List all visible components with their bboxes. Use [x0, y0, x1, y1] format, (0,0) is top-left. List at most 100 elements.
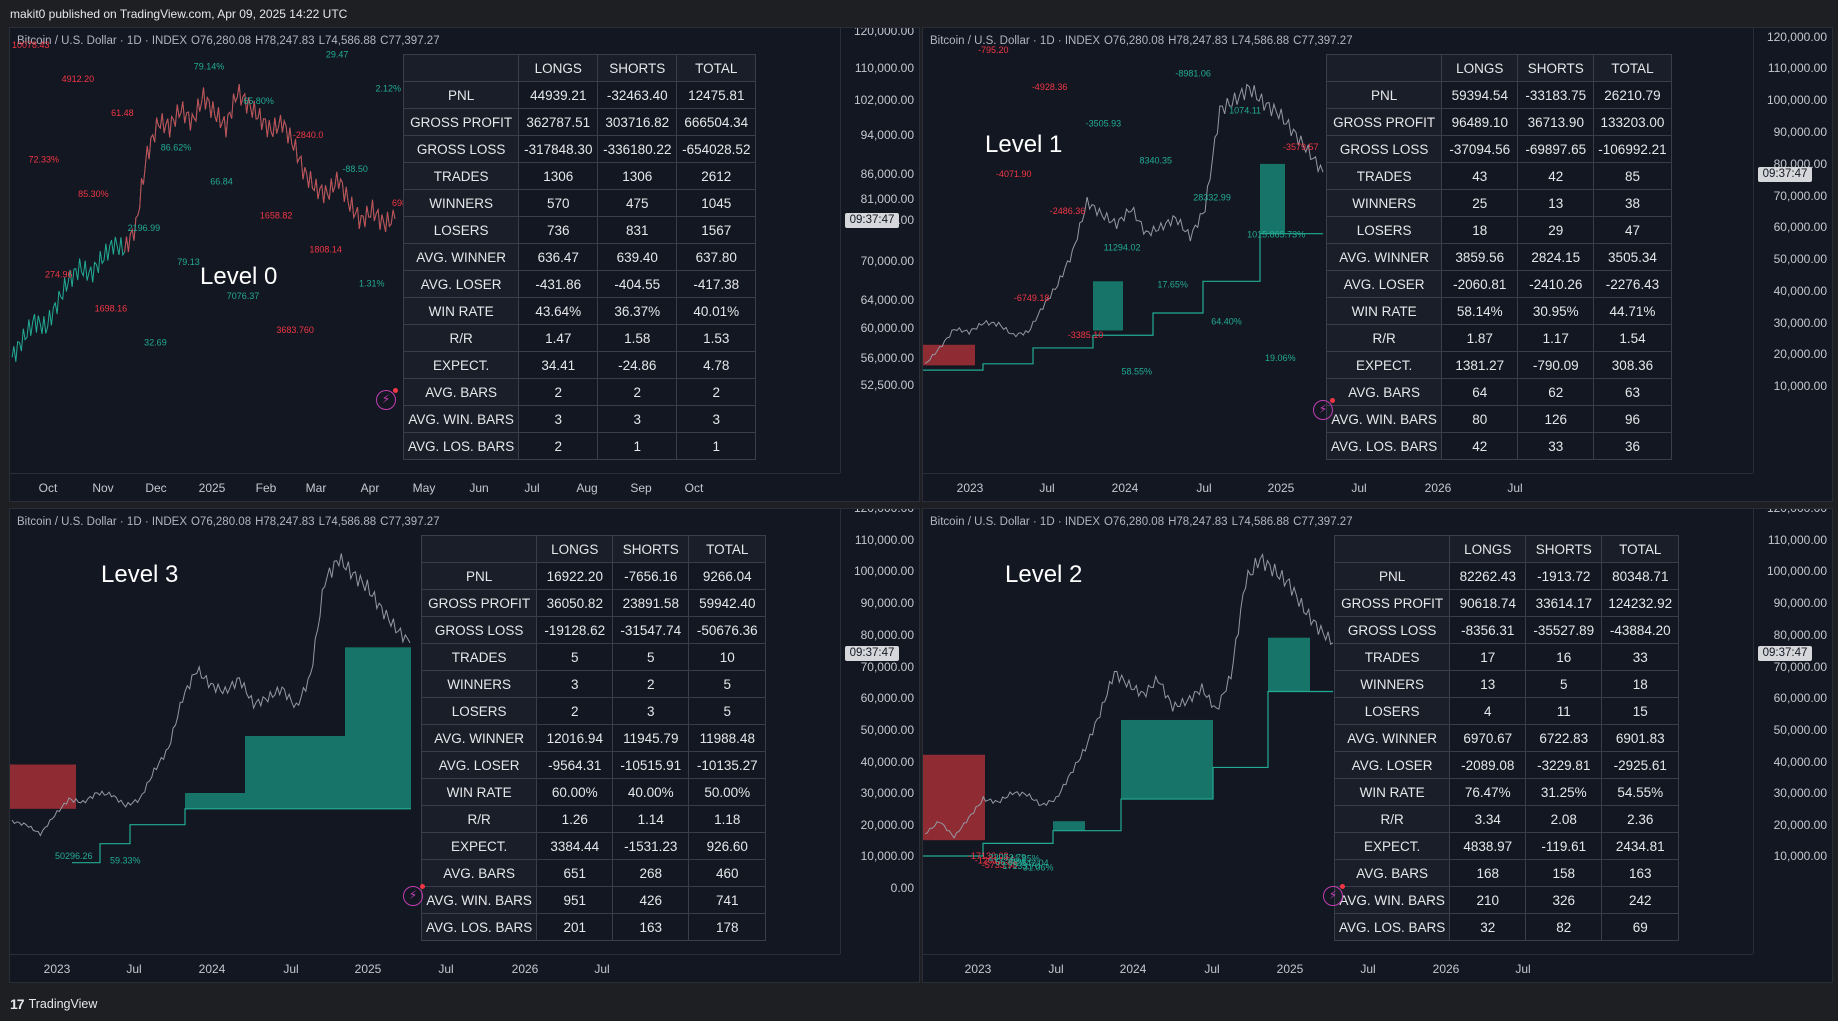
row-label: AVG. BARS [1333, 859, 1451, 887]
price-tick-label: 100,000.00 [1766, 93, 1827, 107]
price-tick-label: 100,000.00 [853, 564, 914, 578]
price-chart-canvas[interactable]: -17130.03-12012.56-5733.9823052.7956.68%… [923, 509, 1753, 954]
stat-value: -9564.31 [536, 751, 614, 779]
indicator-lightning-icon[interactable]: ⚡ [1313, 398, 1335, 420]
time-tick-label: Jul [126, 962, 142, 976]
table-row: AVG. LOSER -2060.81 -2410.26 -2276.43 [1325, 270, 1672, 298]
stat-value: 133203.00 [1593, 108, 1672, 136]
row-label: AVG. WINNER [420, 724, 538, 752]
trade-annotation: 17.65% [1157, 280, 1188, 290]
price-tick-label: 10,000.00 [1773, 849, 1827, 863]
tradingview-brand[interactable]: TradingView [28, 997, 98, 1011]
chart-panel-level-2[interactable]: Bitcoin / U.S. Dollar · 1D · INDEX O76,28… [922, 508, 1833, 983]
loss-zone-0 [10, 764, 76, 809]
row-label: AVG. WINNER [1325, 243, 1443, 271]
price-axis[interactable]: 120,000.00 110,000.00 100,000.00 90,000.00 8… [1753, 28, 1832, 473]
table-row: LOSERS 736 831 1567 [402, 216, 757, 244]
row-label: WINNERS [1333, 670, 1451, 698]
stat-value: 1 [676, 432, 757, 460]
stat-value: 1.17 [1517, 324, 1595, 352]
level-label: Level 0 [200, 263, 278, 290]
stat-value: 15 [1601, 697, 1680, 725]
chart-panel-level-3[interactable]: Bitcoin / U.S. Dollar · 1D · INDEX O76,28… [9, 508, 920, 983]
stat-value: 44.71% [1593, 297, 1672, 325]
price-axis[interactable]: 120,000.00 110,000.00 100,000.00 90,000.00 8… [840, 509, 919, 954]
symbol-name[interactable]: Bitcoin / U.S. Dollar · 1D · INDEX [930, 516, 1100, 528]
column-header: TOTAL [676, 54, 757, 82]
time-axis[interactable]: 2023 Jul 2024 Jul 2025 Jul 2026 Jul [10, 954, 840, 982]
stat-value: -43884.20 [1601, 616, 1680, 644]
table-row: WIN RATE 60.00% 40.00% 50.00% [420, 778, 767, 806]
time-axis[interactable]: 2023 Jul 2024 Jul 2025 Jul 2026 Jul [923, 473, 1753, 501]
price-tick-label: 80,000.00 [1773, 628, 1827, 642]
stat-value: 2 [612, 670, 690, 698]
price-axis[interactable]: 120,000.00 110,000.00 102,000.00 94,000.00 8… [840, 28, 919, 473]
stat-value: 85 [1593, 162, 1672, 190]
trade-annotation: -5733.98 [982, 860, 1018, 870]
ohlc-open: O76,280.08 [190, 35, 252, 47]
trade-annotation: 65.80% [243, 96, 274, 106]
price-tick-label: 20,000.00 [1773, 818, 1827, 832]
stat-value: -10515.91 [612, 751, 690, 779]
row-label: AVG. BARS [402, 378, 520, 406]
stat-value: 1381.27 [1441, 351, 1519, 379]
row-label: AVG. BARS [1325, 378, 1443, 406]
stat-value: -3229.81 [1525, 751, 1603, 779]
indicator-lightning-icon[interactable]: ⚡ [403, 884, 425, 906]
countdown-badge: 09:37:47 [1758, 167, 1812, 182]
table-row: TRADES 1306 1306 2612 [402, 162, 757, 190]
price-tick-label: 10,000.00 [1773, 379, 1827, 393]
backtest-stats-table: LONGS SHORTS TOTAL PNL 59394.54 -33183.75 2621… [1325, 54, 1672, 460]
stat-value: 43 [1441, 162, 1519, 190]
indicator-lightning-icon[interactable]: ⚡ [1323, 884, 1345, 906]
tradingview-logo-icon[interactable]: 17 [10, 996, 25, 1012]
table-row: R/R 3.34 2.08 2.36 [1333, 805, 1680, 833]
stat-value: -37094.56 [1441, 135, 1519, 163]
symbol-name[interactable]: Bitcoin / U.S. Dollar · 1D · INDEX [17, 35, 187, 47]
table-row: EXPECT. 1381.27 -790.09 308.36 [1325, 351, 1672, 379]
stat-value: 38 [1593, 189, 1672, 217]
symbol-name[interactable]: Bitcoin / U.S. Dollar · 1D · INDEX [17, 516, 187, 528]
stat-value: -35527.89 [1525, 616, 1603, 644]
time-axis[interactable]: Oct Nov Dec 2025 Feb Mar Apr May Jun Jul Aug Sep Oct [10, 473, 840, 501]
symbol-name[interactable]: Bitcoin / U.S. Dollar · 1D · INDEX [930, 35, 1100, 47]
trade-annotation: 1698.16 [95, 304, 128, 314]
price-chart-canvas[interactable]: -795.20 -4071.90 -6749.18 -4928.36 -2486.36 -… [923, 28, 1753, 473]
time-axis[interactable]: 2023 Jul 2024 Jul 2025 Jul 2026 Jul [923, 954, 1753, 982]
ohlc-open: O76,280.08 [190, 516, 252, 528]
price-tick-label: 110,000.00 [1767, 533, 1827, 547]
publish-header: makit0 published on TradingView.com, Apr… [10, 7, 348, 21]
row-label: AVG. LOS. BARS [402, 432, 520, 460]
stat-value: 3 [518, 405, 599, 433]
trade-annotation: 17133.70 [1002, 861, 1040, 871]
indicator-lightning-icon[interactable]: ⚡ [376, 388, 398, 410]
table-row: R/R 1.87 1.17 1.54 [1325, 324, 1672, 352]
stat-value: 42 [1517, 162, 1595, 190]
chart-panel-level-1[interactable]: Bitcoin / U.S. Dollar · 1D · INDEX O76,28… [922, 27, 1833, 502]
table-row: R/R 1.47 1.58 1.53 [402, 324, 757, 352]
stat-value: 741 [688, 886, 767, 914]
chart-panel-level-0[interactable]: Bitcoin / U.S. Dollar · 1D · INDEX O76,28… [9, 27, 920, 502]
table-row: AVG. WIN. BARS 210 326 242 [1333, 886, 1680, 914]
trade-annotation: 50296.26 [55, 851, 93, 861]
price-chart-canvas[interactable]: 50296.26 59.33% [10, 509, 840, 954]
price-axis[interactable]: 120,000.00 110,000.00 100,000.00 90,000.00 8… [1753, 509, 1832, 954]
price-tick-label: 110,000.00 [1767, 61, 1827, 75]
row-label: GROSS PROFIT [402, 108, 520, 136]
price-tick-label: 110,000.00 [854, 61, 914, 75]
stat-value: -1531.23 [612, 832, 690, 860]
time-tick-label: Mar [305, 481, 327, 495]
stat-value: 25 [1441, 189, 1519, 217]
stat-value: 42 [1441, 432, 1519, 460]
table-row: AVG. BARS 651 268 460 [420, 859, 767, 887]
row-label: PNL [1333, 562, 1451, 590]
price-tick-label: 70,000.00 [1773, 660, 1827, 674]
price-tick-label: 30,000.00 [1773, 316, 1827, 330]
row-label: AVG. WIN. BARS [402, 405, 520, 433]
stat-value: 60.00% [536, 778, 614, 806]
row-label: GROSS LOSS [1325, 135, 1443, 163]
price-tick-label: 94,000.00 [860, 128, 914, 142]
price-tick-label: 80,000.00 [860, 628, 914, 642]
symbol-legend: Bitcoin / U.S. Dollar · 1D · INDEX O76,28… [17, 35, 440, 47]
stat-value: 90618.74 [1449, 589, 1527, 617]
